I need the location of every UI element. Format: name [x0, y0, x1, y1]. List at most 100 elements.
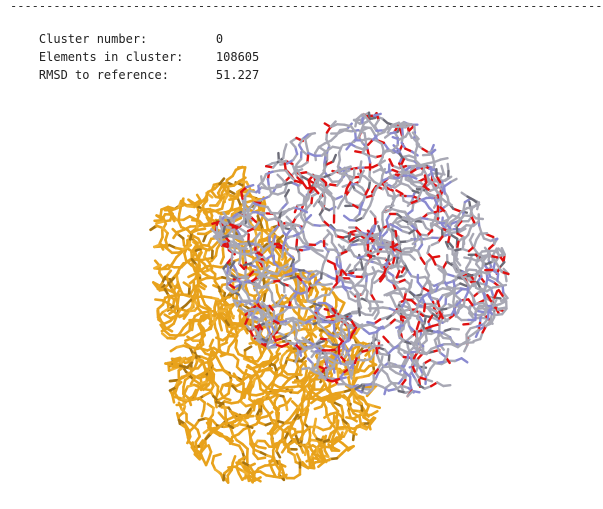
- bond-stick: [223, 467, 232, 475]
- bond-stick: [419, 256, 426, 265]
- bond-stick: [408, 228, 417, 235]
- bond-stick: [345, 263, 352, 272]
- bond-stick: [357, 172, 366, 178]
- bond-stick: [341, 442, 350, 450]
- bond-stick: [325, 187, 333, 195]
- bond-stick: [307, 456, 315, 466]
- bond-stick: [245, 183, 255, 189]
- bond-stick: [371, 308, 378, 317]
- bond-stick: [154, 298, 164, 302]
- bond-stick: [178, 205, 183, 215]
- bond-stick: [420, 166, 426, 176]
- bond-stick: [155, 220, 165, 225]
- bond-stick: [243, 389, 248, 400]
- bond-stick: [284, 222, 294, 228]
- bond-stick: [293, 165, 303, 169]
- bond-stick: [275, 283, 279, 294]
- bond-stick: [307, 179, 312, 189]
- bond-stick: [371, 184, 378, 194]
- bond-stick: [344, 360, 355, 364]
- elements-in-cluster-value: 108605: [215, 50, 260, 64]
- bond-stick: [212, 235, 221, 243]
- bond-stick: [495, 247, 500, 257]
- bond-stick: [313, 302, 323, 307]
- bond-stick: [236, 366, 245, 375]
- cluster-number-row: Cluster number: 0: [10, 12, 259, 46]
- bond-stick: [395, 189, 404, 196]
- bond-stick: [384, 246, 390, 256]
- bond-stick: [400, 301, 406, 310]
- bond-stick: [294, 434, 301, 445]
- bond-stick: [257, 184, 261, 195]
- bond-stick: [331, 153, 337, 163]
- bond-stick: [262, 265, 271, 272]
- bond-stick: [317, 460, 326, 469]
- bond-stick: [231, 412, 238, 421]
- bond-stick: [234, 165, 244, 172]
- bond-stick: [348, 429, 358, 436]
- bond-stick: [253, 221, 261, 230]
- bond-stick: [301, 336, 310, 343]
- cluster-number-label: Cluster number:: [38, 32, 148, 46]
- bond-stick: [312, 186, 320, 195]
- bond-stick: [409, 279, 413, 289]
- bond-stick: [277, 459, 282, 470]
- bond-stick: [313, 405, 323, 411]
- bond-stick: [211, 220, 221, 226]
- bond-stick: [274, 462, 282, 472]
- bond-stick: [279, 294, 287, 302]
- cluster-number-value: 0: [215, 32, 224, 46]
- bond-stick: [206, 209, 217, 214]
- bond-stick: [272, 403, 280, 412]
- bond-stick: [332, 396, 342, 402]
- bond-stick: [265, 257, 270, 268]
- bond-stick: [428, 307, 438, 313]
- bond-stick: [217, 310, 225, 319]
- bond-stick: [316, 453, 325, 461]
- bond-stick: [331, 145, 341, 150]
- bond-stick: [450, 327, 461, 331]
- bond-stick: [426, 245, 431, 255]
- bond-stick: [384, 148, 395, 153]
- bond-stick: [323, 282, 333, 287]
- bond-stick: [354, 150, 364, 154]
- bond-stick: [196, 227, 207, 232]
- bond-stick: [272, 212, 279, 222]
- bond-stick: [455, 299, 463, 307]
- bond-stick: [423, 303, 427, 313]
- bond-stick: [300, 378, 306, 388]
- bond-stick: [406, 219, 415, 226]
- bond-stick: [291, 322, 296, 332]
- bond-stick: [284, 188, 290, 198]
- bond-stick: [329, 120, 337, 128]
- bond-stick: [486, 293, 493, 303]
- bond-stick: [202, 233, 208, 243]
- bond-stick: [191, 218, 201, 223]
- bond-stick: [369, 210, 377, 218]
- rmsd-to-reference-label: RMSD to reference:: [38, 68, 169, 82]
- bond-stick: [209, 418, 213, 429]
- bond-stick: [339, 331, 345, 341]
- bond-stick: [247, 374, 257, 378]
- bond-stick: [484, 276, 489, 286]
- bond-stick: [426, 367, 432, 377]
- bond-stick: [496, 306, 507, 310]
- bond-stick: [442, 384, 452, 388]
- bond-stick: [190, 353, 196, 364]
- bond-stick: [497, 288, 504, 297]
- bond-stick: [411, 189, 421, 195]
- bond-stick: [397, 365, 406, 371]
- bond-stick: [190, 295, 199, 303]
- bond-stick: [415, 320, 421, 330]
- bond-stick: [300, 463, 310, 470]
- bond-stick: [196, 208, 203, 217]
- bond-stick: [341, 169, 351, 175]
- bond-stick: [189, 376, 196, 386]
- bond-stick: [280, 445, 288, 454]
- bond-stick: [316, 339, 325, 345]
- bond-stick: [454, 219, 461, 228]
- bond-stick: [289, 258, 295, 268]
- bond-stick: [438, 310, 444, 320]
- bond-stick: [219, 218, 227, 226]
